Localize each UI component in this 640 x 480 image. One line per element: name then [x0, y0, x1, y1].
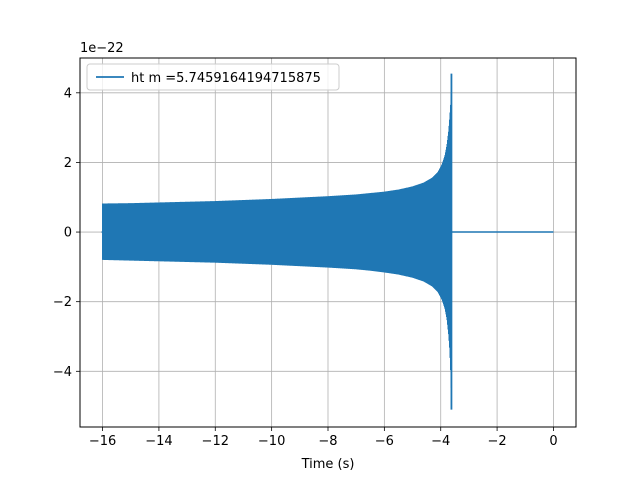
y-tick-label: −2 — [53, 295, 72, 310]
y-tick-label: 0 — [64, 226, 72, 241]
x-tick-label: −16 — [89, 434, 116, 449]
legend-box — [86, 63, 340, 91]
x-tick-label: 0 — [549, 434, 557, 449]
x-tick-label: −10 — [258, 434, 285, 449]
x-tick-label: −2 — [488, 434, 507, 449]
x-axis-label: Time (s) — [301, 457, 355, 472]
x-tick-label: −6 — [375, 434, 394, 449]
legend-entry-label: ht m =5.7459164194715875 — [131, 71, 321, 86]
legend: ht m =5.7459164194715875 — [86, 63, 340, 91]
x-tick-label: −8 — [318, 434, 337, 449]
x-tick-label: −14 — [145, 434, 172, 449]
x-tick-label: −4 — [431, 434, 450, 449]
x-tick-label: −12 — [202, 434, 229, 449]
y-tick-label: −4 — [53, 365, 72, 380]
y-tick-label: 4 — [64, 86, 72, 101]
y-offset-label: 1e−22 — [80, 41, 124, 56]
data-layer — [101, 73, 554, 410]
y-tick-label: 2 — [64, 156, 72, 171]
waveform-trace — [102, 93, 452, 388]
ticks: −16 −14 −12 −10 −8 −6 −4 −2 0 −4 −2 0 2 4 — [53, 86, 558, 449]
